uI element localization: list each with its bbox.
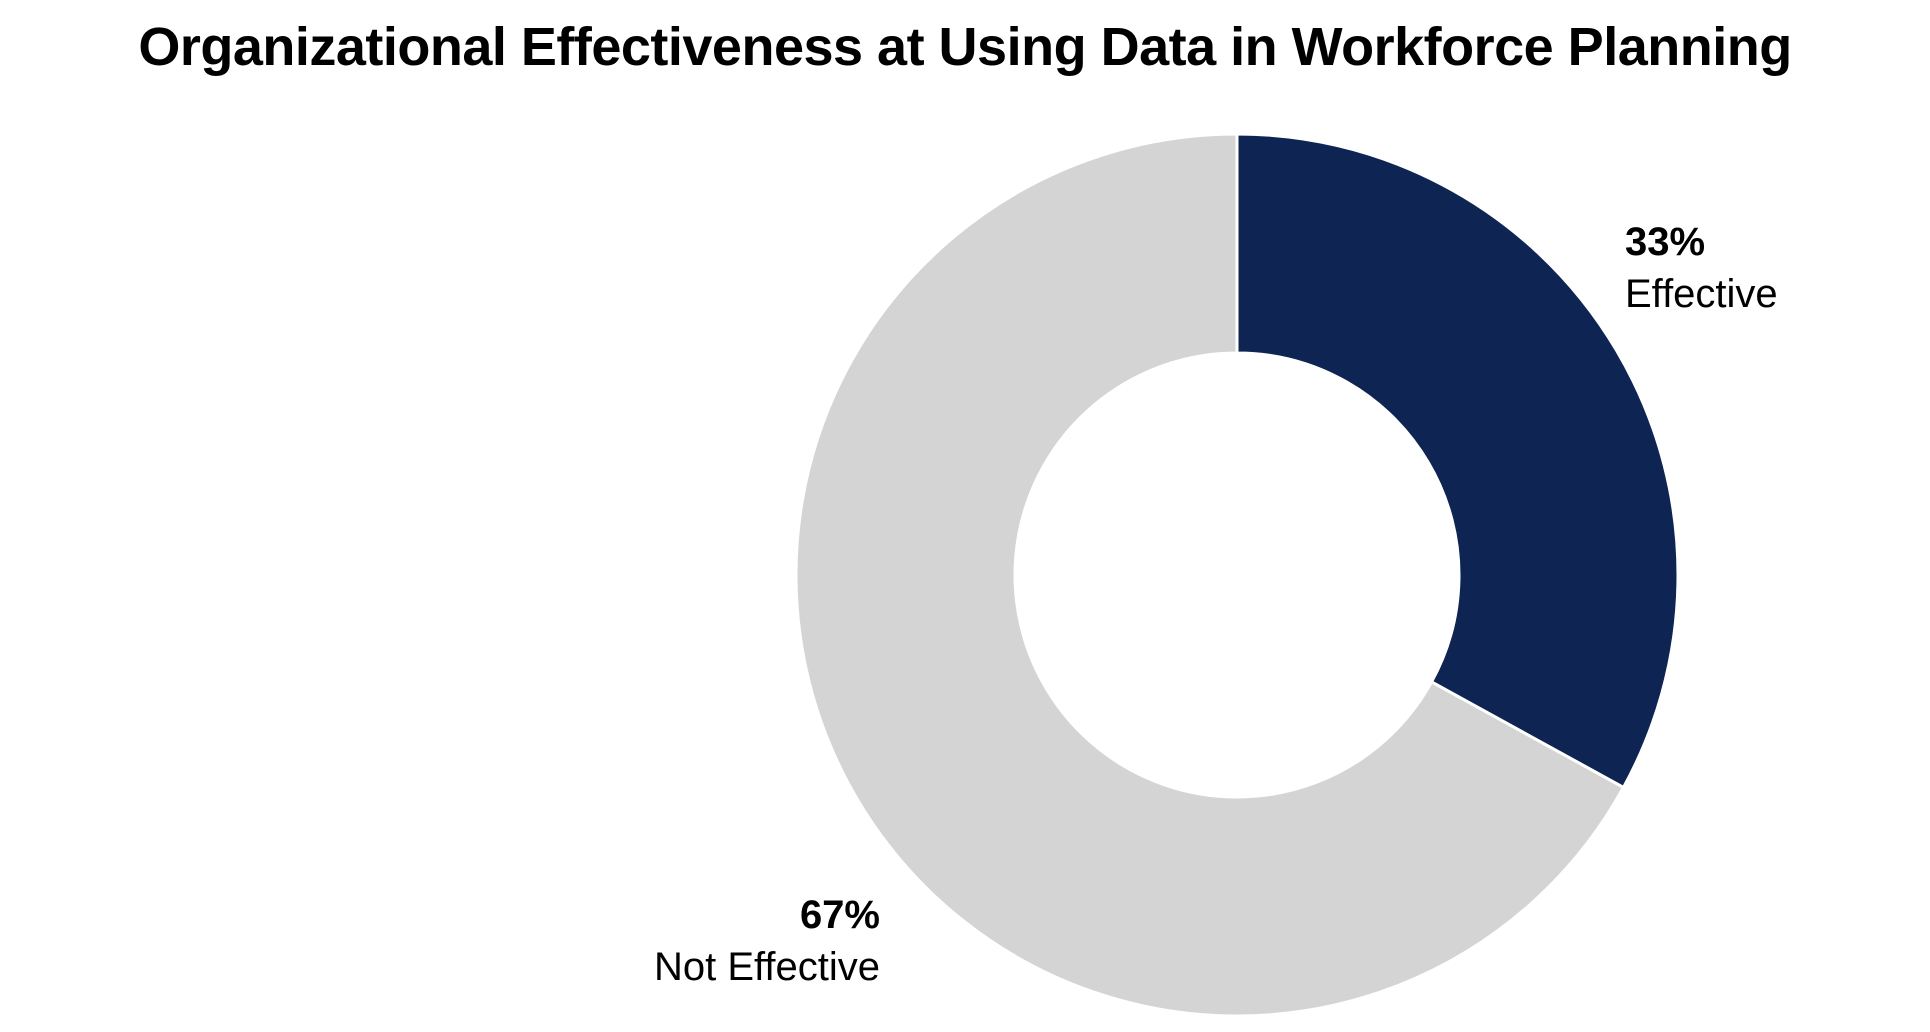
category-label-effective: Effective	[1625, 272, 1778, 316]
slice-not-effective	[794, 132, 1626, 1018]
category-label-not-effective: Not Effective	[654, 945, 880, 989]
donut-slices	[794, 132, 1680, 1018]
chart-title: Organizational Effectiveness at Using Da…	[138, 17, 1792, 77]
slice-effective	[1235, 132, 1680, 790]
donut-labels: 33% Effective 67% Not Effective	[654, 220, 1778, 989]
value-label-not-effective: 67%	[800, 893, 880, 937]
value-label-effective: 33%	[1625, 220, 1705, 264]
